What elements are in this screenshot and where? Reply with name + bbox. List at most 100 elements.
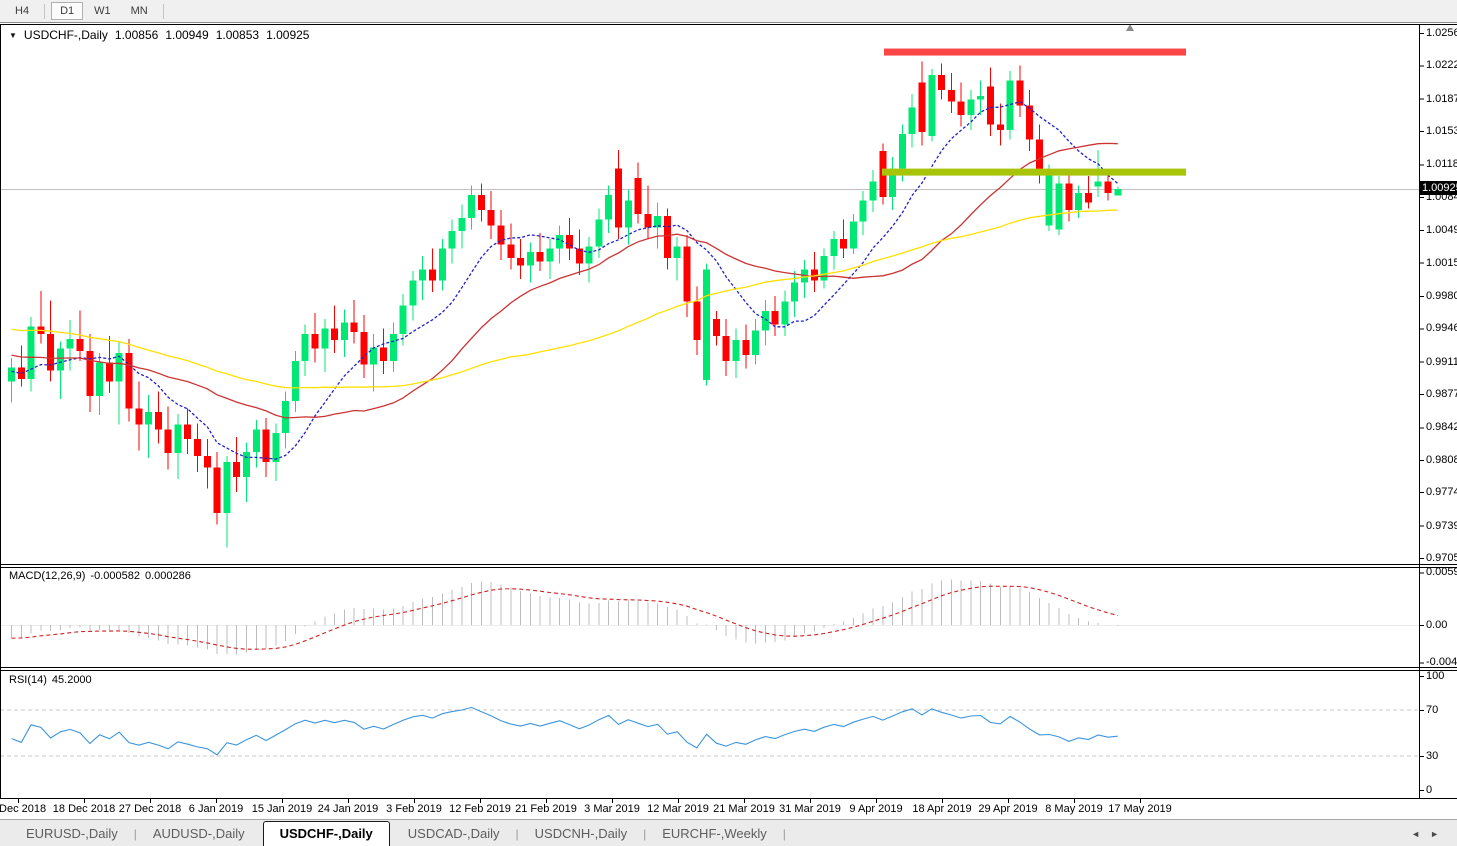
candle-bearish xyxy=(771,311,779,325)
candle-bullish xyxy=(752,330,760,356)
timeframe-mn-button[interactable]: MN xyxy=(130,5,148,17)
candle-bullish xyxy=(340,322,348,340)
candle-bullish xyxy=(370,347,378,365)
macd-signal-line xyxy=(11,585,1118,650)
candle-bullish xyxy=(703,269,711,380)
candle-bearish xyxy=(644,214,652,228)
tab-usdcnh[interactable]: USDCNH-,Daily xyxy=(534,826,628,841)
timeframe-h4-button[interactable]: H4 xyxy=(15,5,30,17)
ma-blue-line xyxy=(11,101,1119,460)
candle-bearish xyxy=(477,194,485,211)
candle-bearish xyxy=(947,90,955,102)
candle-bullish xyxy=(1055,183,1063,230)
candle-bearish xyxy=(47,334,55,371)
candle-bearish xyxy=(154,412,162,430)
candle-bullish xyxy=(781,301,789,325)
tab-separator: | xyxy=(133,827,137,841)
candle-bullish xyxy=(908,107,916,134)
candle-bearish xyxy=(428,269,436,281)
candle-bearish xyxy=(350,322,358,333)
timeframe-toolbar: H4 D1 W1 MN xyxy=(0,0,1457,23)
candle-bullish xyxy=(595,219,603,247)
candle-bearish xyxy=(712,318,720,336)
candle-bullish xyxy=(291,360,299,401)
candle-bearish xyxy=(1035,139,1043,173)
candle-bullish xyxy=(928,74,936,136)
candle-bullish xyxy=(409,280,417,306)
candle-bearish xyxy=(742,339,750,356)
candle-bullish xyxy=(301,334,309,361)
candle-bullish xyxy=(977,95,985,100)
candle-bullish xyxy=(526,252,534,266)
candle-bullish xyxy=(468,194,476,218)
toolbar-separator xyxy=(44,3,46,19)
candle-bearish xyxy=(262,429,270,462)
candle-bullish xyxy=(458,217,466,232)
candle-bearish xyxy=(86,351,94,397)
candle-bearish xyxy=(957,101,965,115)
candle-bullish xyxy=(732,339,740,361)
candle-bullish xyxy=(869,181,877,201)
candle-bearish xyxy=(497,225,505,245)
candle-bearish xyxy=(76,338,84,352)
timeframe-w1-button[interactable]: W1 xyxy=(94,5,111,17)
candle-bullish xyxy=(27,326,35,379)
tab-audusd[interactable]: AUDUSD-,Daily xyxy=(152,826,245,841)
tab-eurchf[interactable]: EURCHF-,Weekly xyxy=(662,826,767,841)
candle-bearish xyxy=(164,429,172,454)
candle-bearish xyxy=(213,467,221,514)
candle-bearish xyxy=(1065,183,1073,211)
tab-usdchf[interactable]: USDCHF-,Daily xyxy=(262,821,390,846)
ma-yellow-line xyxy=(11,209,1118,389)
candle-bullish xyxy=(282,400,290,434)
candle-bullish xyxy=(967,99,975,115)
candle-bullish xyxy=(321,328,329,349)
candle-bullish xyxy=(1094,181,1102,187)
candle-bearish xyxy=(380,347,388,361)
chart-shift-icon xyxy=(1126,24,1134,31)
candle-bullish xyxy=(448,231,456,249)
candle-bearish xyxy=(810,269,818,281)
candle-bullish xyxy=(1075,193,1083,211)
candle-bullish xyxy=(1045,170,1053,226)
candle-bearish xyxy=(517,257,525,266)
candle-bullish xyxy=(898,133,906,169)
candle-bearish xyxy=(233,461,241,478)
tab-eurusd[interactable]: EURUSD-,Daily xyxy=(26,826,118,841)
candle-bullish xyxy=(546,248,554,262)
tab-scroll-right-button[interactable]: ► xyxy=(1430,829,1449,839)
tab-scroll-left-button[interactable]: ◄ xyxy=(1411,829,1431,839)
candle-bearish xyxy=(1026,105,1034,140)
candle-bullish xyxy=(791,282,799,302)
candle-bearish xyxy=(634,177,642,215)
candle-bearish xyxy=(194,438,202,457)
candle-bearish xyxy=(840,238,848,249)
candle-bearish xyxy=(575,248,583,264)
candle-bearish xyxy=(125,353,133,409)
candle-bullish xyxy=(761,311,769,331)
candle-bullish xyxy=(56,348,64,371)
candle-bearish xyxy=(331,328,339,340)
candle-bullish xyxy=(438,248,446,281)
candle-bearish xyxy=(918,82,926,133)
candle-bearish xyxy=(360,332,368,365)
candle-bullish xyxy=(889,168,897,197)
tab-separator: | xyxy=(515,827,519,841)
ma-red-line xyxy=(11,142,1118,419)
candle-bearish xyxy=(507,244,515,258)
timeframe-d1-button[interactable]: D1 xyxy=(51,2,84,20)
candle-bullish xyxy=(66,338,74,349)
candle-bearish xyxy=(938,74,946,91)
candle-bearish xyxy=(1016,80,1024,106)
candle-bullish xyxy=(1006,80,1014,131)
candle-bearish xyxy=(135,408,143,425)
candle-bullish xyxy=(389,334,397,361)
tab-separator: | xyxy=(643,827,647,841)
candle-bearish xyxy=(614,168,622,228)
candle-bearish xyxy=(987,86,994,125)
candle-bullish xyxy=(223,461,231,514)
candle-bearish xyxy=(105,362,113,382)
tab-usdcad[interactable]: USDCAD-,Daily xyxy=(407,826,500,841)
